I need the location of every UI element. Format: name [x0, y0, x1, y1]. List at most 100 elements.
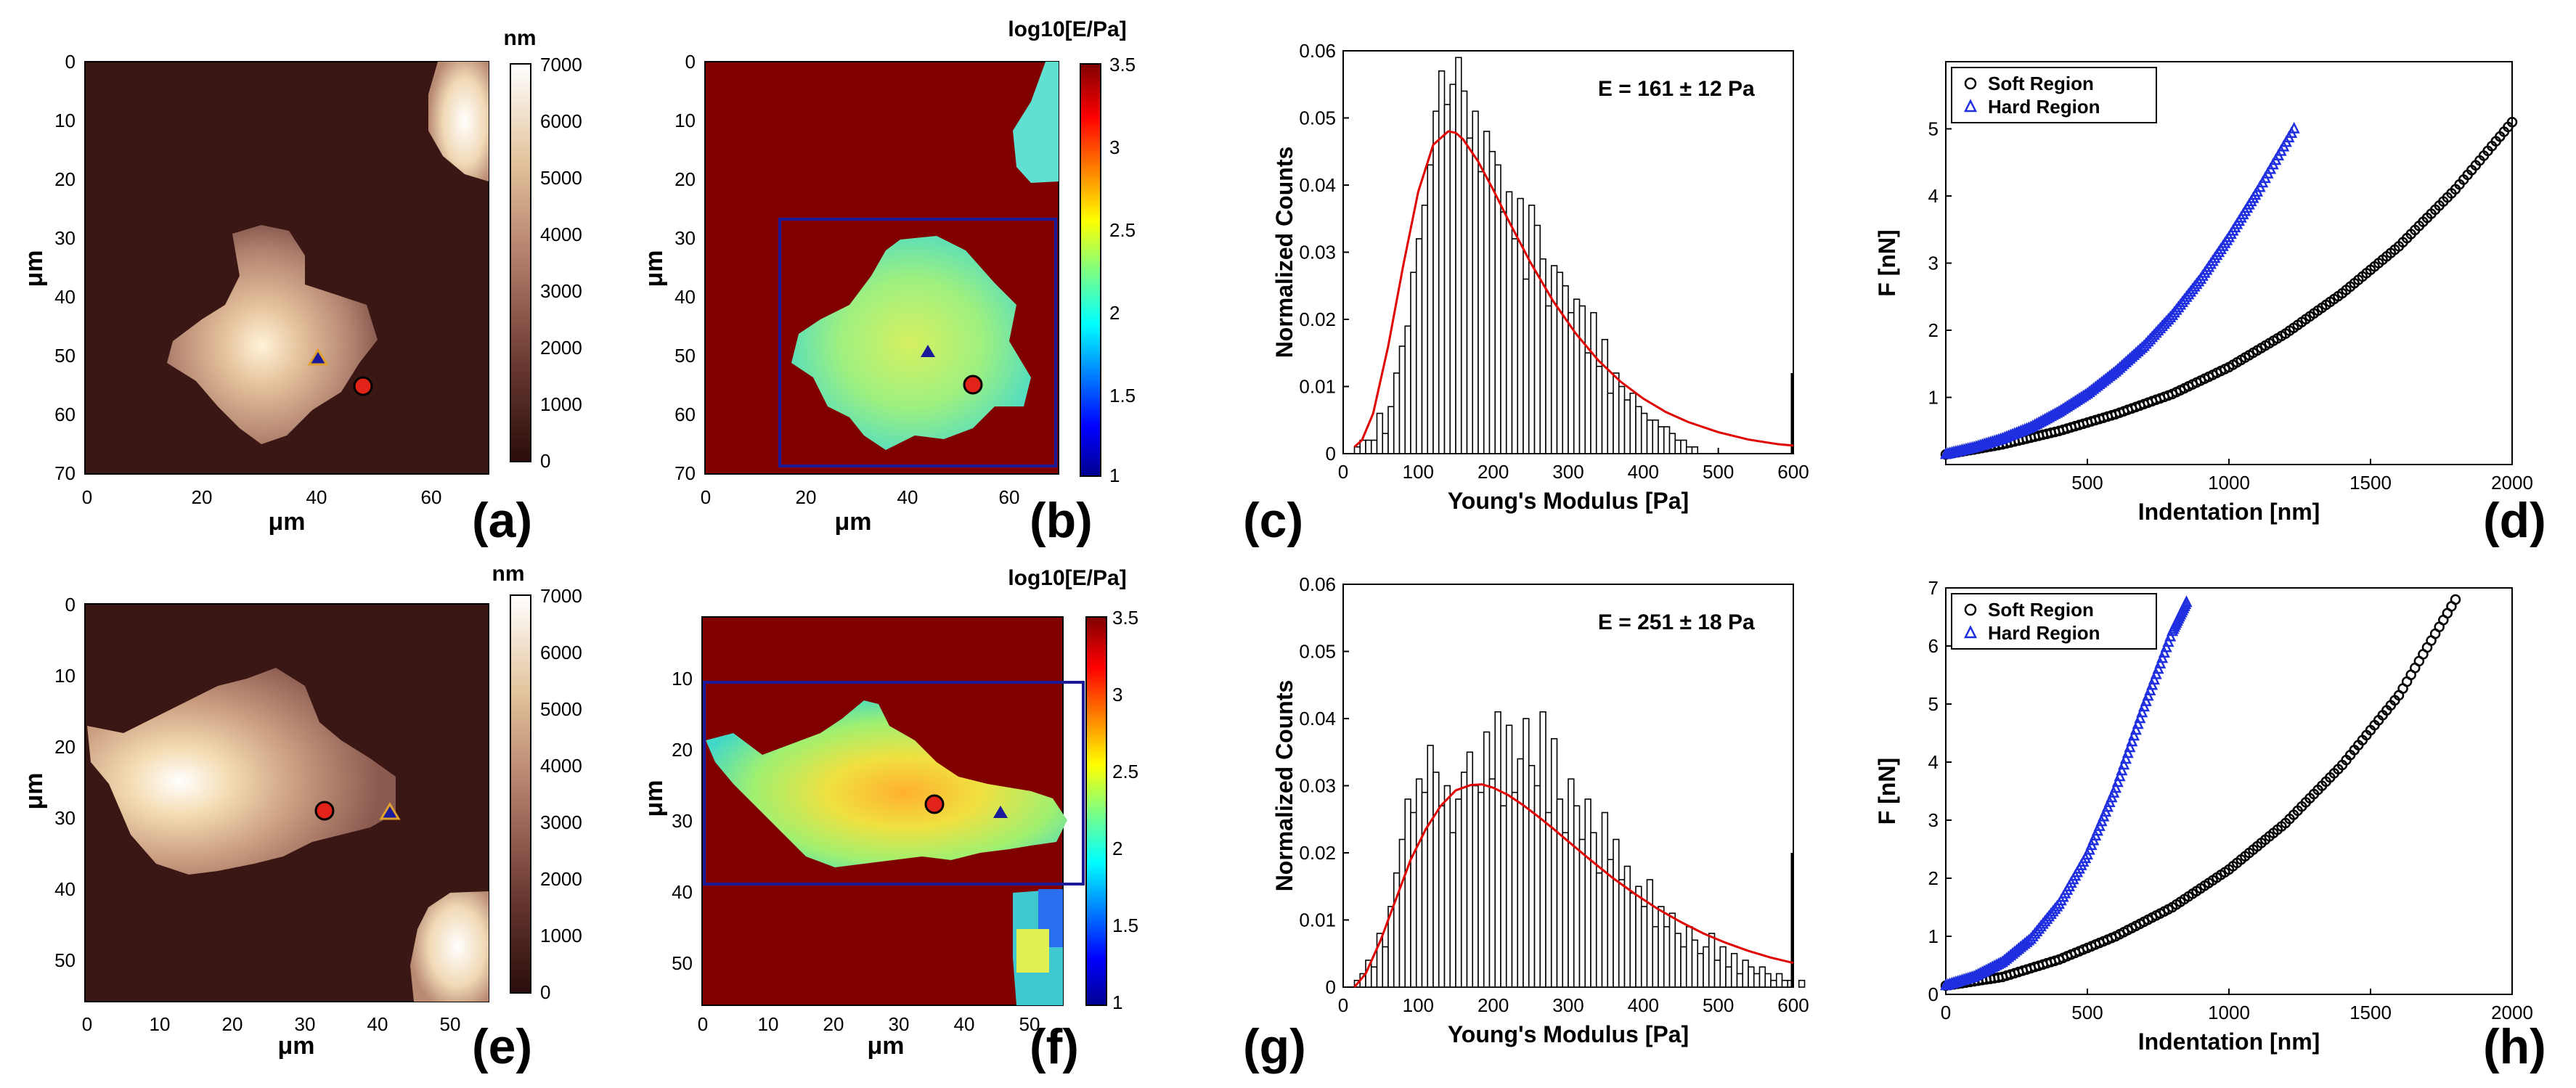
histogram-bar: [1427, 745, 1434, 988]
panel-c-letter: (c): [1243, 493, 1303, 548]
fit-curve: [1353, 130, 1794, 448]
xtick-label: 200: [1477, 994, 1509, 1016]
panel-b-xlabel: μm: [834, 508, 871, 536]
xtick-label: 500: [1703, 994, 1734, 1016]
cbar-tick-label: 7000: [540, 54, 582, 75]
histogram-bar: [1505, 191, 1513, 454]
histogram-bar: [1477, 791, 1485, 988]
histogram-bar: [1584, 352, 1591, 454]
histogram-bar: [1365, 439, 1372, 454]
histogram-bar: [1736, 973, 1744, 988]
xtick-label: 40: [954, 1013, 975, 1035]
cbar-tick-label: 3: [1109, 136, 1120, 158]
cbar-tick-label: 1000: [540, 925, 582, 946]
histogram-bar: [1556, 798, 1564, 988]
panel-a-corner-blob: [428, 62, 489, 181]
histogram-bar: [1410, 271, 1417, 454]
ytick-label: 40: [674, 286, 696, 308]
panel-f-colorbar: [1085, 616, 1107, 1006]
histogram-bar: [1758, 966, 1766, 988]
histogram-bar: [1517, 758, 1524, 988]
triangle-marker-e: [379, 802, 401, 820]
ytick-label: 0: [65, 594, 76, 615]
xtick-label: 20: [222, 1013, 243, 1035]
data-point-hard: [2136, 705, 2148, 718]
ytick-label: 2: [1928, 867, 1939, 889]
chart-d-group: (d) 500 1000 1500 2000 1 2 3 4 5 Indentation [nm]…: [1874, 61, 2546, 548]
panel-a-xlabel: μm: [268, 508, 305, 536]
ytick-label: 0: [1326, 976, 1336, 998]
ytick-label: 0.01: [1299, 376, 1336, 398]
data-point-hard: [2140, 694, 2152, 706]
histogram-bar: [1601, 811, 1609, 988]
ytick-label: 40: [54, 286, 76, 308]
ytick-label: 2: [1928, 319, 1939, 341]
histogram-bar: [1623, 399, 1631, 454]
panel-f-xticks: 0 10 20 30 40 50: [698, 1013, 1040, 1035]
triangle-marker-b: [921, 345, 935, 357]
histogram-bar: [1578, 305, 1586, 454]
cbar-tick-label: 1: [1109, 465, 1120, 486]
triangle-marker-a: [307, 348, 329, 366]
data-point-soft: [2450, 594, 2461, 605]
xtick-label: 500: [2071, 1002, 2103, 1023]
xtick-label: 0: [1941, 1002, 1951, 1023]
ytick-label: 20: [674, 168, 696, 190]
xtick-label: 60: [999, 486, 1020, 508]
histogram-bar: [1404, 798, 1411, 988]
histogram-bar: [1550, 265, 1558, 454]
histogram-bar: [1668, 433, 1676, 454]
histogram-bar: [1770, 979, 1777, 988]
histogram-bar: [1432, 772, 1440, 988]
ytick-label: 30: [54, 227, 76, 249]
data-point-hard: [2142, 689, 2154, 701]
xtick-label: 1500: [2349, 472, 2392, 494]
histogram-bar: [1775, 973, 1783, 988]
ytick-label: 4: [1928, 185, 1939, 207]
cbar-tick-label: 3000: [540, 280, 582, 302]
panel-b-colorbar-label: log10[E/Pa]: [1008, 17, 1126, 41]
ytick-label: 0: [685, 51, 696, 73]
data-point-hard: [2148, 673, 2160, 685]
histogram-bar: [1455, 57, 1462, 454]
panel-d-letter: (d): [2483, 493, 2546, 548]
histogram-bar: [1781, 979, 1789, 988]
xtick-label: 400: [1628, 994, 1659, 1016]
ytick-label: 50: [674, 345, 696, 367]
panel-a-height-map: 0 10 20 30 40 50 60 70 0 20 40 60 μm μm …: [20, 26, 582, 548]
ytick-label: 5: [1928, 693, 1939, 715]
ytick-label: 10: [672, 668, 693, 690]
legend-marker-circle: [1964, 603, 1977, 616]
data-point-hard: [2132, 717, 2144, 729]
histogram-bar: [1578, 838, 1586, 988]
xtick-label: 0: [698, 1013, 708, 1035]
xtick-label: 2000: [2491, 1002, 2533, 1023]
histogram-bar: [1623, 865, 1631, 988]
histogram-bar: [1517, 197, 1524, 454]
histogram-bar: [1663, 426, 1671, 454]
panel-e-cbar-ticks: 7000 6000 5000 4000 3000 2000 1000 0: [540, 585, 582, 1003]
histogram-bar: [1568, 778, 1575, 988]
panel-e-height-map: 0 10 20 30 40 50 0 10 20 30 40 50 μm μm …: [20, 562, 582, 1074]
ytick-label: 0.02: [1299, 842, 1336, 864]
data-point-hard: [2164, 629, 2177, 642]
xtick-label: 300: [1552, 461, 1583, 483]
histogram-bar: [1568, 311, 1575, 454]
panel-f-yticks: 10 20 30 40 50: [672, 668, 693, 974]
cbar-tick-label: 5000: [540, 698, 582, 720]
xtick-label: 300: [1552, 994, 1583, 1016]
histogram-bar: [1635, 885, 1642, 988]
histogram-bar: [1455, 798, 1462, 988]
ytick-label: 3: [1928, 809, 1939, 831]
data-point-hard: [2156, 651, 2169, 663]
histogram-bar: [1725, 966, 1732, 988]
histogram-bar: [1550, 737, 1558, 988]
ytick-label: 4: [1928, 751, 1939, 773]
histogram-bar: [1393, 372, 1401, 454]
xtick-label: 20: [796, 486, 817, 508]
legend-marker-circle: [1964, 77, 1977, 90]
x-axis-label: Young's Modulus [Pa]: [1448, 488, 1689, 514]
data-point-hard: [2180, 595, 2193, 608]
xtick-label: 1000: [2208, 472, 2250, 494]
cbar-tick-label: 2: [1112, 838, 1122, 859]
